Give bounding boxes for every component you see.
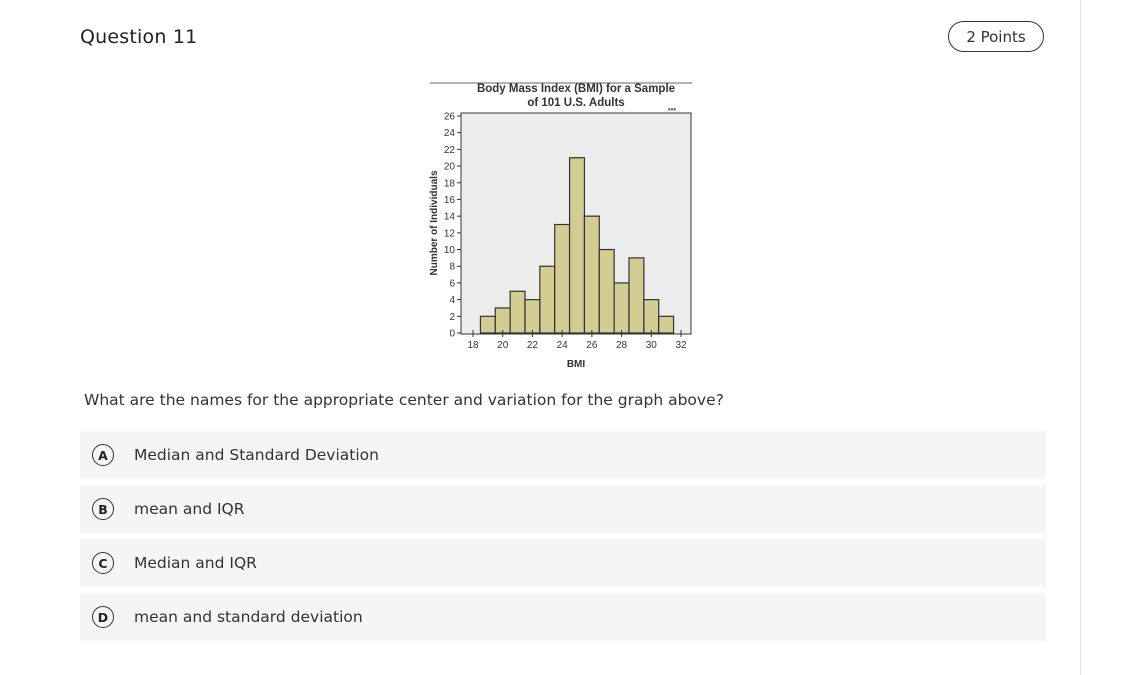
option-d[interactable]: D mean and standard deviation [80,593,1046,641]
y-tick-label: 12 [444,228,456,239]
y-tick-label: 26 [444,112,456,123]
bmi-histogram: Body Mass Index (BMI) for a Sample of 10… [422,78,698,368]
y-tick-label: 22 [444,145,456,156]
option-b-text: mean and IQR [134,500,245,518]
option-b[interactable]: B mean and IQR [80,485,1046,533]
x-tick-label: 24 [557,340,569,351]
histogram-bar [554,223,571,334]
x-tick-label: 28 [616,340,628,351]
option-b-letter: B [92,498,114,520]
histogram-bar [598,248,615,334]
answer-options: A Median and Standard Deviation B mean a… [80,431,1046,647]
option-d-letter: D [92,606,114,628]
x-tick-label: 26 [586,340,598,351]
histogram-bar [658,315,675,334]
histogram-bar [628,257,645,334]
y-axis-label: Number of Individuals [429,170,440,275]
y-tick-label: 8 [449,262,455,273]
option-c[interactable]: C Median and IQR [80,539,1046,587]
y-tick-label: 6 [449,278,455,289]
histogram-bar [494,307,511,334]
option-a-letter: A [92,444,114,466]
x-tick-label: 20 [497,340,509,351]
option-a-text: Median and Standard Deviation [134,446,379,464]
y-tick-label: 24 [444,128,456,139]
option-c-letter: C [92,552,114,574]
option-d-text: mean and standard deviation [134,608,363,626]
x-axis-label: BMI [567,359,586,368]
histogram-bar [524,299,541,334]
histogram-bar [643,299,660,334]
option-c-text: Median and IQR [134,554,257,572]
y-tick-label: 14 [444,212,456,223]
chart-title-line-2: of 101 U.S. Adults [527,97,624,109]
chart-title-line-1: Body Mass Index (BMI) for a Sample [477,83,675,95]
y-tick-label: 10 [444,245,456,256]
right-divider [1080,0,1081,675]
question-title: Question 11 [80,26,198,48]
option-a[interactable]: A Median and Standard Deviation [80,431,1046,479]
histogram-bar [539,265,556,334]
y-tick-label: 2 [449,312,455,323]
question-prompt: What are the names for the appropriate c… [84,391,724,409]
ellipsis-icon[interactable]: ••• [668,105,677,114]
y-tick-label: 20 [444,162,456,173]
x-tick-label: 30 [646,340,658,351]
x-tick-label: 32 [675,340,687,351]
histogram-svg: Body Mass Index (BMI) for a Sample of 10… [429,82,692,368]
histogram-bar [509,290,526,334]
histogram-bar [613,282,630,334]
histogram-bar [583,215,600,334]
histogram-bar [568,157,586,334]
x-tick-label: 22 [527,340,539,351]
y-tick-label: 18 [444,178,456,189]
y-tick-label: 16 [444,195,456,206]
histogram-bar [479,315,496,334]
y-tick-label: 0 [449,329,455,340]
y-tick-label: 4 [449,295,455,306]
points-badge: 2 Points [948,21,1044,52]
x-tick-label: 18 [467,340,479,351]
